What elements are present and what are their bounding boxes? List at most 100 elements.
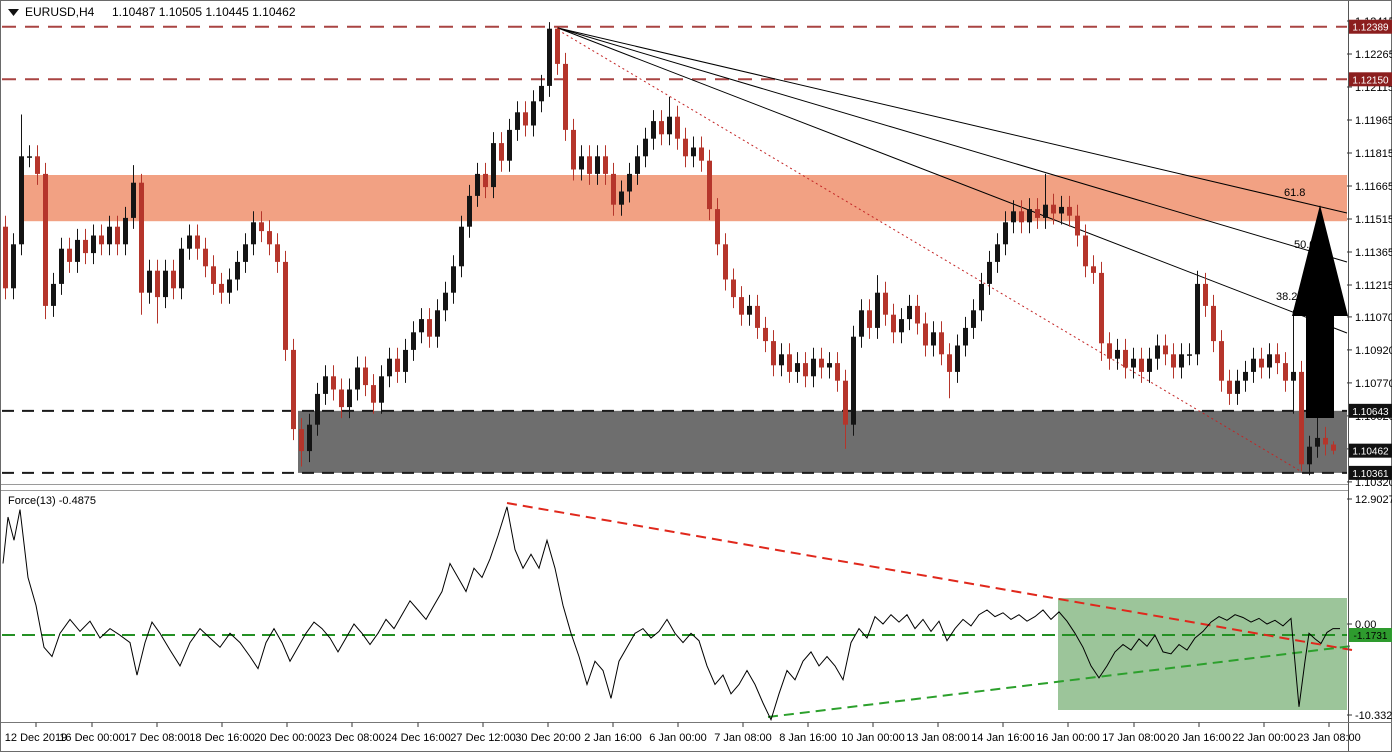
candle [1163, 345, 1168, 355]
candle [1283, 363, 1288, 381]
fib-fan-line[interactable] [557, 27, 1348, 334]
candle [515, 112, 520, 130]
support-zone[interactable] [298, 410, 1347, 473]
up-arrow-object[interactable] [1292, 205, 1348, 418]
price-label: 1.11965 [1355, 115, 1392, 127]
candle [59, 248, 64, 284]
candle [243, 244, 248, 262]
candle [355, 367, 360, 390]
candle [1155, 345, 1160, 359]
candle [1107, 343, 1112, 359]
candle [443, 292, 448, 311]
candle [3, 226, 8, 289]
candle [1299, 371, 1304, 465]
candle [691, 147, 696, 157]
candle [115, 226, 120, 245]
candle [971, 310, 976, 328]
candle [195, 235, 200, 249]
candle [35, 156, 40, 174]
candle [491, 143, 496, 188]
candle [523, 112, 528, 126]
price-label: 1.11815 [1355, 148, 1392, 160]
candle [11, 244, 16, 289]
price-badge [1349, 19, 1392, 34]
price-label: 1.11515 [1355, 214, 1392, 226]
force-trendline-down[interactable] [506, 502, 1353, 651]
indicator-label: Force(13) -0.4875 [8, 495, 96, 507]
dotted-trendline[interactable] [557, 29, 1303, 473]
time-label: 14 Jan 16:00 [971, 732, 1035, 744]
candle [995, 244, 1000, 262]
candle [859, 310, 864, 337]
dotted-trendline-segment[interactable] [557, 29, 1303, 473]
candle [819, 358, 824, 368]
fib-fan-label: 61.8 [1284, 187, 1305, 199]
candle [827, 363, 832, 368]
price-badge [1349, 403, 1392, 418]
time-label: 17 Jan 08:00 [1102, 732, 1166, 744]
candle [427, 319, 432, 337]
fib-fan[interactable]: 61.850.038.2 [557, 27, 1348, 334]
candle [987, 261, 992, 284]
force-trendline-up[interactable] [767, 645, 1353, 718]
candle [1099, 272, 1104, 344]
candle [835, 363, 840, 381]
candle [811, 358, 816, 377]
candle [1203, 283, 1208, 306]
candle [435, 310, 440, 337]
zones-layer[interactable] [22, 175, 1347, 473]
candle [587, 156, 592, 174]
candle [547, 28, 552, 86]
candle [659, 121, 664, 135]
candle [259, 222, 264, 232]
time-label: 20 Jan 16:00 [1167, 732, 1231, 744]
ohlc-values: 1.10487 1.10505 1.10445 1.10462 [112, 5, 296, 19]
candle [251, 222, 256, 245]
candle [963, 327, 968, 346]
force-trendlines[interactable] [2, 502, 1353, 718]
candle [755, 305, 760, 328]
candle [899, 319, 904, 333]
price-badge [1349, 628, 1392, 642]
candle [307, 424, 312, 452]
symbol-dropdown-icon[interactable] [8, 9, 19, 16]
candle [1211, 305, 1216, 342]
fib-fan-line[interactable] [557, 27, 1348, 214]
candle [1227, 380, 1232, 394]
trend-arrow[interactable] [1292, 205, 1348, 418]
force-green-zone[interactable] [1058, 598, 1347, 710]
resistance-zone[interactable] [22, 175, 1347, 222]
candle [387, 358, 392, 377]
candle [1243, 371, 1248, 381]
candle [1291, 371, 1296, 381]
price-level-lines[interactable] [2, 25, 1347, 474]
time-label: 23 Dec 08:00 [319, 732, 384, 744]
candle [1131, 358, 1136, 368]
candle [739, 297, 744, 315]
candle [699, 147, 704, 161]
time-label: 20 Dec 00:00 [254, 732, 319, 744]
candle [291, 349, 296, 430]
candle [571, 129, 576, 170]
candle [627, 173, 632, 192]
force-line [2, 506, 1340, 722]
candle [323, 376, 328, 394]
time-label: 16 Dec 00:00 [59, 732, 124, 744]
candle [883, 292, 888, 315]
candle [99, 235, 104, 245]
price-badge [1349, 72, 1392, 87]
candle [499, 143, 504, 161]
candle [747, 305, 752, 315]
candle [787, 354, 792, 372]
candle [875, 292, 880, 328]
candle [1139, 358, 1144, 372]
candle [123, 217, 128, 245]
time-label: 17 Dec 08:00 [124, 732, 189, 744]
candle [907, 305, 912, 320]
force-green-zone-rect[interactable] [1058, 598, 1347, 710]
candle [483, 173, 488, 188]
fib-fan-line[interactable] [557, 27, 1348, 263]
indicator-scale-label: -10.332 [1355, 710, 1392, 722]
candle [1051, 204, 1056, 214]
